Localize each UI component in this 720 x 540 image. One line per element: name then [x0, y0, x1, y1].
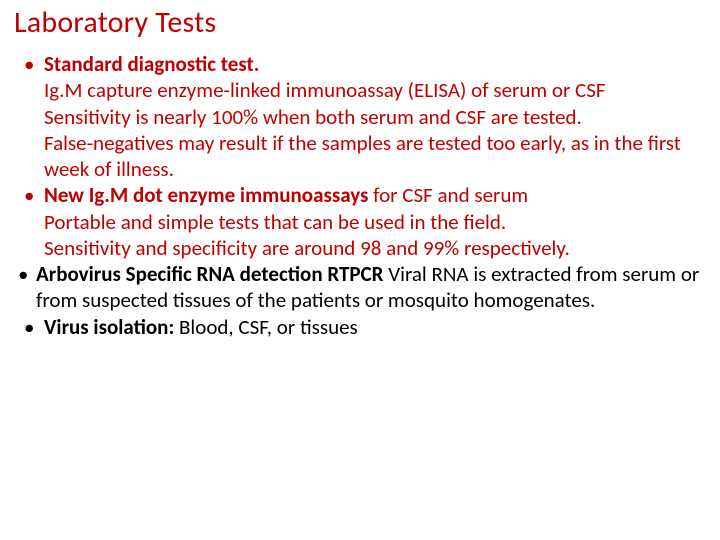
bullet-body: Ig.M capture enzyme-linked immunoassay (…: [44, 77, 706, 182]
bullet-body: Portable and simple tests that can be us…: [44, 209, 706, 262]
bullet-item: New Ig.M dot enzyme immunoassays for CSF…: [14, 182, 706, 261]
bullet-item: Virus isolation: Blood, CSF, or tissues: [14, 314, 706, 340]
bullet-item: Arbovirus Specific RNA detection RTPCR V…: [14, 261, 706, 314]
bullet-item: Standard diagnostic test. Ig.M capture e…: [14, 51, 706, 182]
bullet-lead: New Ig.M dot enzyme immunoassays: [44, 182, 368, 208]
bullet-lead-suffix: Blood, CSF, or tissues: [174, 314, 358, 340]
bullet-line: Portable and simple tests that can be us…: [44, 209, 706, 235]
bullet-lead: Standard diagnostic test.: [44, 51, 259, 77]
bullet-line: Ig.M capture enzyme-linked immunoassay (…: [44, 77, 706, 103]
bullet-line: Sensitivity is nearly 100% when both ser…: [44, 104, 706, 130]
bullet-line: False-negatives may result if the sample…: [44, 130, 706, 183]
bullet-lead-suffix: for CSF and serum: [368, 182, 528, 208]
bullet-lead: Arbovirus Specific RNA detection RTPCR: [36, 261, 383, 287]
bullet-lead: Virus isolation:: [44, 314, 174, 340]
slide-title: Laboratory Tests: [14, 4, 706, 41]
bullet-line: Sensitivity and specificity are around 9…: [44, 235, 706, 261]
bullet-list: Standard diagnostic test. Ig.M capture e…: [14, 51, 706, 340]
slide: Laboratory Tests Standard diagnostic tes…: [0, 0, 720, 540]
